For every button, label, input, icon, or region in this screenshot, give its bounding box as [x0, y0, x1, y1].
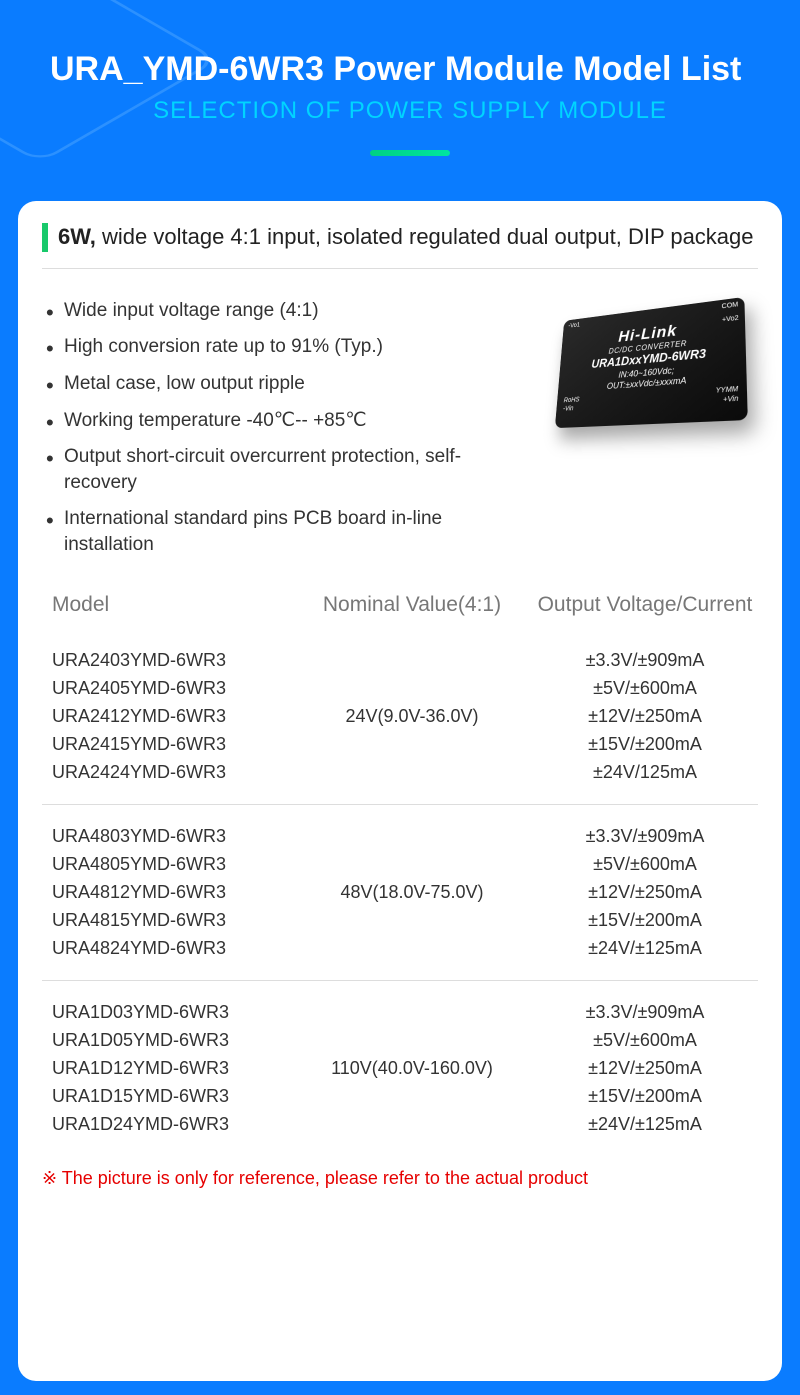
feature-item: International standard pins PCB board in… [42, 506, 520, 557]
output-cell: ±5V/±600mA [532, 678, 758, 699]
footnote: ※ The picture is only for reference, ple… [42, 1168, 758, 1189]
output-cell: ±3.3V/±909mA [532, 650, 758, 671]
feature-list: Wide input voltage range (4:1) High conv… [42, 287, 520, 569]
col-output: Output Voltage/Current [532, 593, 758, 617]
output-cell: ±15V/±200mA [532, 910, 758, 931]
table-header: Model Nominal Value(4:1) Output Voltage/… [42, 593, 758, 617]
output-cell: ±3.3V/±909mA [532, 826, 758, 847]
table-group: URA2403YMD-6WR3 URA2405YMD-6WR3 URA2412YMD… [42, 629, 758, 805]
module-pin-label: -Vo1 [568, 322, 580, 331]
nominal-col: 48V(18.0V-75.0V) [292, 819, 532, 966]
product-image: -Vo1 COM +Vo2 Hi-Link DC/DC CONVERTER UR… [538, 287, 758, 447]
model-cell: URA2403YMD-6WR3 [52, 650, 292, 671]
model-cell: URA4815YMD-6WR3 [52, 910, 292, 931]
module-render: -Vo1 COM +Vo2 Hi-Link DC/DC CONVERTER UR… [555, 296, 748, 427]
model-cell: URA4805YMD-6WR3 [52, 854, 292, 875]
section-title: 6W, wide voltage 4:1 input, isolated reg… [42, 223, 758, 252]
output-col: ±3.3V/±909mA ±5V/±600mA ±12V/±250mA ±15V/±2… [532, 995, 758, 1142]
page-subtitle: SELECTION OF POWER SUPPLY MODULE [50, 97, 770, 125]
model-cell: URA2412YMD-6WR3 [52, 706, 292, 727]
output-col: ±3.3V/±909mA ±5V/±600mA ±12V/±250mA ±15V/±2… [532, 819, 758, 966]
model-cell: URA4824YMD-6WR3 [52, 938, 292, 959]
nominal-col: 110V(40.0V-160.0V) [292, 995, 532, 1142]
content-card: 6W, wide voltage 4:1 input, isolated reg… [18, 201, 782, 1381]
model-cell: URA1D12YMD-6WR3 [52, 1058, 292, 1079]
model-cell: URA4803YMD-6WR3 [52, 826, 292, 847]
model-cell: URA2424YMD-6WR3 [52, 762, 292, 783]
page-title: URA_YMD-6WR3 Power Module Model List [50, 50, 770, 89]
table-group: URA1D03YMD-6WR3 URA1D05YMD-6WR3 URA1D12YMD… [42, 981, 758, 1156]
model-cell: URA1D05YMD-6WR3 [52, 1030, 292, 1051]
feature-item: Wide input voltage range (4:1) [42, 298, 520, 324]
module-neg-vin: -Vin [563, 405, 574, 414]
output-cell: ±24V/125mA [532, 762, 758, 783]
col-model: Model [42, 593, 292, 617]
section-title-bold: 6W, [58, 224, 96, 249]
output-cell: ±24V/±125mA [532, 938, 758, 959]
output-cell: ±24V/±125mA [532, 1114, 758, 1135]
module-pin-label: +Vo2 [722, 315, 739, 325]
table-group: URA4803YMD-6WR3 URA4805YMD-6WR3 URA4812YMD… [42, 805, 758, 981]
module-pin-label: COM [722, 301, 739, 311]
features-row: Wide input voltage range (4:1) High conv… [42, 287, 758, 569]
output-cell: ±12V/±250mA [532, 882, 758, 903]
output-cell: ±15V/±200mA [532, 1086, 758, 1107]
table-body: URA2403YMD-6WR3 URA2405YMD-6WR3 URA2412YMD… [42, 629, 758, 1156]
feature-item: High conversion rate up to 91% (Typ.) [42, 334, 520, 360]
section-title-rest: wide voltage 4:1 input, isolated regulat… [96, 224, 754, 249]
output-cell: ±12V/±250mA [532, 1058, 758, 1079]
model-cell: URA1D03YMD-6WR3 [52, 1002, 292, 1023]
col-nominal: Nominal Value(4:1) [292, 593, 532, 617]
output-col: ±3.3V/±909mA ±5V/±600mA ±12V/±250mA ±15V/±2… [532, 643, 758, 790]
model-cell: URA2405YMD-6WR3 [52, 678, 292, 699]
header: URA_YMD-6WR3 Power Module Model List SEL… [0, 0, 800, 176]
output-cell: ±12V/±250mA [532, 706, 758, 727]
model-cell: URA1D15YMD-6WR3 [52, 1086, 292, 1107]
nominal-col: 24V(9.0V-36.0V) [292, 643, 532, 790]
accent-bar [370, 150, 450, 156]
model-col: URA4803YMD-6WR3 URA4805YMD-6WR3 URA4812YMD… [42, 819, 292, 966]
feature-item: Working temperature -40℃-- +85℃ [42, 408, 520, 434]
model-cell: URA4812YMD-6WR3 [52, 882, 292, 903]
model-col: URA2403YMD-6WR3 URA2405YMD-6WR3 URA2412YMD… [42, 643, 292, 790]
output-cell: ±5V/±600mA [532, 854, 758, 875]
model-col: URA1D03YMD-6WR3 URA1D05YMD-6WR3 URA1D12YMD… [42, 995, 292, 1142]
output-cell: ±3.3V/±909mA [532, 1002, 758, 1023]
feature-item: Metal case, low output ripple [42, 371, 520, 397]
module-pos-vin: +Vin [723, 395, 738, 405]
model-cell: URA1D24YMD-6WR3 [52, 1114, 292, 1135]
module-rohs: RoHS [563, 397, 579, 406]
divider [42, 268, 758, 269]
output-cell: ±15V/±200mA [532, 734, 758, 755]
output-cell: ±5V/±600mA [532, 1030, 758, 1051]
model-cell: URA2415YMD-6WR3 [52, 734, 292, 755]
feature-item: Output short-circuit overcurrent protect… [42, 444, 520, 495]
